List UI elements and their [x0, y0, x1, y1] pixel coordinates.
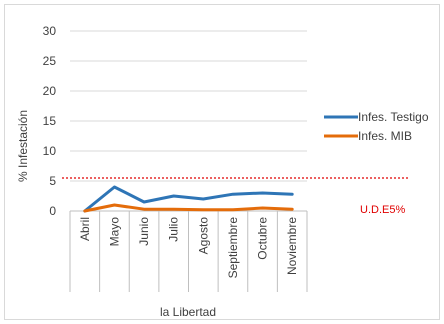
legend-label: Infes. Testigo	[358, 110, 429, 124]
x-tick-label: Mayo	[107, 217, 121, 247]
x-tick-label: Noviembre	[285, 217, 299, 275]
series-line	[83, 185, 294, 213]
legend-label: Infes. MIB	[358, 129, 412, 143]
x-tick-label: Octubre	[256, 217, 270, 260]
y-tick-label: 10	[43, 144, 57, 158]
y-axis-ticks: 0 5 10 15 20 25 30	[43, 24, 57, 218]
x-tick-label: Septiembre	[226, 217, 240, 279]
x-tick-label: Agosto	[196, 217, 210, 255]
x-axis-ticks: Abril Mayo Junio Julio Agosto Septiembre Octub…	[78, 217, 299, 279]
x-axis-label: la Libertad	[160, 305, 216, 319]
y-axis-label: % Infestación	[16, 110, 30, 182]
series-line	[83, 203, 294, 213]
x-tick-label: Julio	[167, 217, 181, 242]
y-tick-label: 5	[49, 174, 56, 188]
y-tick-label: 0	[49, 204, 56, 218]
y-tick-label: 30	[43, 24, 57, 38]
y-tick-label: 15	[43, 114, 57, 128]
series-lines	[83, 185, 294, 213]
x-tick-label: Abril	[78, 217, 92, 241]
threshold-label: U.D.E5%	[360, 204, 405, 216]
legend: Infes. Testigo Infes. MIB	[324, 110, 429, 143]
x-axis-tick-marks	[69, 211, 308, 292]
gridlines	[70, 30, 307, 182]
x-tick-label: Junio	[137, 217, 151, 246]
chart-frame	[4, 4, 440, 320]
y-tick-label: 25	[43, 54, 57, 68]
y-tick-label: 20	[43, 84, 57, 98]
